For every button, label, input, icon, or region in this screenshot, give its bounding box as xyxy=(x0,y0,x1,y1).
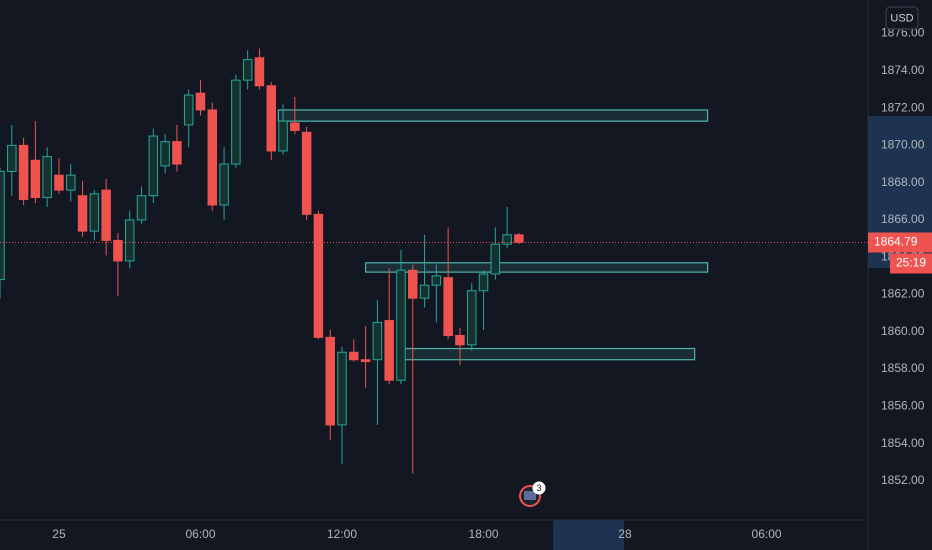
candle-body xyxy=(478,273,489,292)
countdown-label: 25:19 xyxy=(896,256,926,270)
zone xyxy=(400,347,696,361)
y-tick-label: 1856.00 xyxy=(881,398,925,412)
candle-body xyxy=(337,351,347,426)
event-badge xyxy=(532,481,546,495)
candle-body xyxy=(301,131,312,215)
candle-body xyxy=(325,336,335,426)
candle-body xyxy=(66,174,76,191)
candle-body xyxy=(136,195,147,221)
currency-label: USD xyxy=(890,12,913,24)
candle-body xyxy=(313,213,324,338)
last-price-box xyxy=(868,232,932,253)
plot-area xyxy=(0,48,868,474)
y-tick-label: 1866.00 xyxy=(881,212,925,226)
candle-body xyxy=(160,141,170,167)
y-tick-label: 1858.00 xyxy=(881,361,925,375)
candle-body xyxy=(502,234,512,245)
candle-body xyxy=(89,193,100,232)
candle-body xyxy=(30,159,41,199)
candle-body xyxy=(254,57,265,87)
candle-body xyxy=(396,269,406,381)
candle-body xyxy=(231,79,241,165)
candle-body xyxy=(408,269,418,299)
y-tick-label: 1872.00 xyxy=(881,100,925,114)
candle-body xyxy=(113,239,123,262)
y-tick-label: 1874.00 xyxy=(881,63,925,77)
y-tick-label: 1870.00 xyxy=(881,138,925,152)
candle-body xyxy=(490,243,501,275)
candle-body xyxy=(7,144,17,172)
candle-body xyxy=(443,277,453,336)
candle-body xyxy=(419,284,430,299)
zone xyxy=(277,109,709,122)
candle-body xyxy=(0,170,5,281)
candle-body xyxy=(278,120,288,152)
y-tick-label: 1862.00 xyxy=(881,287,925,301)
countdown-box xyxy=(890,253,932,274)
x-tick-label: 12:00 xyxy=(327,527,357,541)
candle-body xyxy=(431,275,442,286)
x-tick-label: 06:00 xyxy=(185,527,215,541)
last-price-label: 1864.79 xyxy=(874,235,918,249)
candle-body xyxy=(290,122,300,131)
currency-button[interactable] xyxy=(885,6,919,30)
candle-body xyxy=(349,351,359,361)
candle-body xyxy=(466,290,477,346)
candle-body xyxy=(124,219,135,262)
candle-body xyxy=(195,92,206,111)
y-tick-label: 1868.00 xyxy=(881,175,925,189)
candle-body xyxy=(514,234,524,243)
y-tick-label: 1860.00 xyxy=(881,324,925,338)
candle-body xyxy=(266,85,276,152)
zone xyxy=(364,262,709,273)
candle-body xyxy=(101,189,111,241)
candle-body xyxy=(42,156,52,199)
candle-body xyxy=(384,320,394,381)
candle-body xyxy=(360,359,371,363)
candle-body xyxy=(183,94,194,126)
event-badge-count: 3 xyxy=(536,483,541,493)
candle-body xyxy=(207,109,218,206)
candle-body xyxy=(172,141,182,165)
candle-body xyxy=(372,321,383,361)
time-range-highlight xyxy=(553,520,624,550)
candle-body xyxy=(219,163,229,206)
candle-body xyxy=(77,195,88,232)
candle-body xyxy=(54,174,64,191)
x-tick-label: 28 xyxy=(618,527,632,541)
y-tick-label: 1854.00 xyxy=(881,436,925,450)
x-tick-label: 06:00 xyxy=(752,527,782,541)
x-tick-label: 18:00 xyxy=(469,527,499,541)
x-tick-label: 25 xyxy=(52,527,66,541)
candle-body xyxy=(148,135,159,197)
y-tick-label: 1852.00 xyxy=(881,473,925,487)
event-icon[interactable]: 3 xyxy=(519,481,546,507)
candle-body xyxy=(18,144,29,200)
event-flag xyxy=(524,491,536,500)
candle-body xyxy=(242,59,253,81)
axes: 1852.00 1854.00 1856.00 1858.00 1860.00 1862.… xyxy=(52,26,932,541)
candle-body xyxy=(455,334,465,346)
